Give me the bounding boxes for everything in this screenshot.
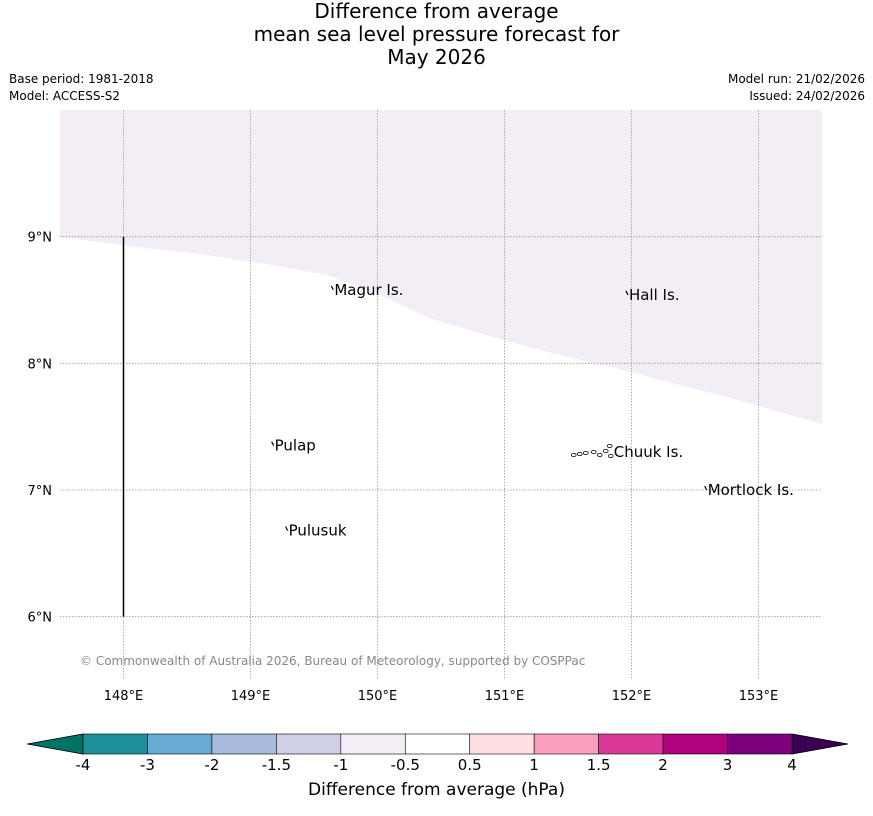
colorbar-tick-label: -2	[204, 756, 220, 774]
island-outline	[570, 452, 577, 457]
chart-title: Difference from average mean sea level p…	[0, 0, 873, 69]
issued-date: Issued: 24/02/2026	[749, 89, 865, 103]
colorbar-tick-label: -0.5	[390, 756, 420, 774]
island-outline	[285, 526, 289, 531]
colorbar-title: Difference from average (hPa)	[308, 780, 565, 800]
base-period: Base period: 1981-2018	[9, 72, 154, 86]
title-line-3: May 2026	[387, 45, 486, 69]
meta-left: Base period: 1981-2018 Model: ACCESS-S2	[9, 71, 154, 105]
colorbar-swatch	[147, 733, 213, 755]
island-outline	[606, 443, 613, 448]
colorbar-swatch	[404, 733, 471, 755]
place-label: Hall Is.	[629, 286, 680, 304]
island-outline	[590, 449, 597, 454]
island-outline	[704, 485, 708, 491]
meta-right: Model run: 21/02/2026 Issued: 24/02/2026	[728, 71, 865, 105]
title-line-2: mean sea level pressure forecast for	[253, 22, 620, 46]
island-outline	[271, 441, 275, 446]
lon-tick-label: 149°E	[231, 689, 271, 704]
lon-tick-label: 150°E	[358, 689, 398, 704]
anomaly-shaded-region	[60, 110, 822, 425]
colorbar-swatch	[211, 733, 277, 755]
island-outline	[582, 450, 589, 455]
place-label: Pulap	[275, 437, 316, 455]
colorbar-extend-high	[791, 733, 849, 755]
colorbar-tick-label: 0.5	[457, 756, 482, 774]
colorbar-swatch	[727, 733, 793, 755]
colorbar-swatch	[598, 733, 664, 755]
copyright-text: © Commonwealth of Australia 2026, Bureau…	[80, 654, 585, 668]
colorbar-tick-label: -4	[75, 756, 91, 774]
model-run: Model run: 21/02/2026	[727, 72, 865, 86]
island-outline	[607, 453, 614, 458]
colorbar-tick-label: -1.5	[261, 756, 291, 774]
colorbar-extend-low	[26, 733, 84, 755]
lon-tick-label: 151°E	[485, 689, 525, 704]
lat-tick-label: 6°N	[28, 611, 53, 626]
colorbar-tick-label: -1	[333, 756, 349, 774]
lon-tick-label: 148°E	[104, 689, 144, 704]
colorbar-tick-label: -3	[139, 756, 155, 774]
island-outline	[596, 452, 603, 457]
lat-tick-label: 8°N	[28, 357, 53, 372]
island-outline	[602, 448, 609, 453]
lon-tick-label: 153°E	[739, 689, 779, 704]
colorbar-swatch	[276, 733, 342, 755]
colorbar-tick-label: 4	[787, 756, 797, 774]
colorbar-tick-label: 3	[722, 756, 733, 774]
island-outline	[330, 285, 334, 291]
model-name: Model: ACCESS-S2	[9, 89, 121, 103]
colorbar-tick-label: 1	[529, 756, 539, 774]
colorbar-swatch	[533, 733, 599, 755]
colorbar-tick-label: 1.5	[586, 756, 611, 774]
place-label: Chuuk Is.	[614, 443, 683, 461]
colorbar-swatch	[82, 733, 148, 755]
place-label: Pulusuk	[289, 522, 347, 540]
place-label: Magur Is.	[334, 281, 403, 299]
lon-tick-label: 152°E	[612, 689, 652, 704]
colorbar-swatch	[662, 733, 728, 755]
island-outline	[576, 451, 583, 456]
colorbar-swatch	[469, 733, 535, 755]
colorbar-tick-label: 2	[658, 756, 668, 774]
lat-tick-label: 7°N	[28, 484, 53, 499]
lat-tick-label: 9°N	[28, 231, 53, 246]
title-line-1: Difference from average	[314, 0, 559, 23]
colorbar-swatch	[340, 733, 406, 755]
island-outline	[625, 290, 629, 296]
place-label: Mortlock Is.	[708, 481, 794, 499]
